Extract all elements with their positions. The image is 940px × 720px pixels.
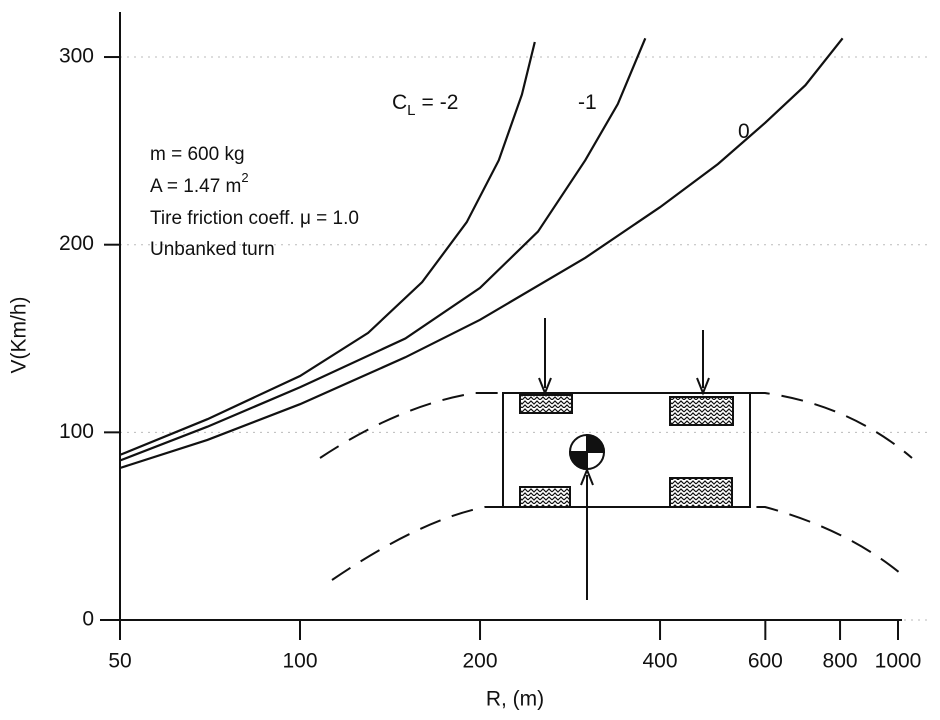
annotation: m = 600 kg bbox=[150, 144, 245, 165]
annotation-sup: 2 bbox=[241, 170, 248, 185]
curve-label: 0 bbox=[738, 120, 750, 143]
y-axis-label: V(Km/h) bbox=[8, 296, 31, 373]
axes bbox=[100, 12, 902, 640]
x-tick-label: 1000 bbox=[875, 650, 922, 673]
curve-label-value: 0 bbox=[738, 120, 750, 143]
car-diagram bbox=[319, 318, 913, 600]
curve-label-value: -2 bbox=[440, 91, 459, 114]
curve-label-equals: = bbox=[422, 91, 434, 114]
annotation: Unbanked turn bbox=[150, 239, 275, 260]
curve-label: -1 bbox=[578, 91, 597, 114]
curve-label-symbol: C bbox=[392, 91, 407, 114]
x-tick-label: 50 bbox=[108, 650, 131, 673]
annotations: m = 600 kg A = 1.47 m2 Tire friction coe… bbox=[150, 144, 359, 260]
annotation: A = 1.47 m2 bbox=[150, 170, 249, 197]
curve-label-subscript: L bbox=[407, 102, 415, 119]
x-tick-label: 800 bbox=[823, 650, 858, 673]
y-tick-label: 0 bbox=[82, 608, 94, 631]
line bbox=[119, 37, 844, 470]
line bbox=[119, 37, 647, 462]
x-axis-label: R, (m) bbox=[486, 688, 544, 711]
annotation: Tire friction coeff. μ = 1.0 bbox=[150, 208, 359, 229]
curve-label: CL = -2 bbox=[392, 91, 458, 119]
annotation-text: A = 1.47 m bbox=[150, 176, 241, 197]
y-tick-label: 100 bbox=[59, 420, 94, 443]
series-group bbox=[119, 37, 844, 470]
line bbox=[119, 41, 536, 456]
y-tick-label: 300 bbox=[59, 45, 94, 68]
x-tick-label: 600 bbox=[748, 650, 783, 673]
x-tick-label: 200 bbox=[463, 650, 498, 673]
y-tick-label: 200 bbox=[59, 232, 94, 255]
curve-label-value: -1 bbox=[578, 91, 597, 114]
grid bbox=[120, 56, 930, 621]
x-tick-label: 400 bbox=[643, 650, 678, 673]
x-tick-label: 100 bbox=[282, 650, 317, 673]
